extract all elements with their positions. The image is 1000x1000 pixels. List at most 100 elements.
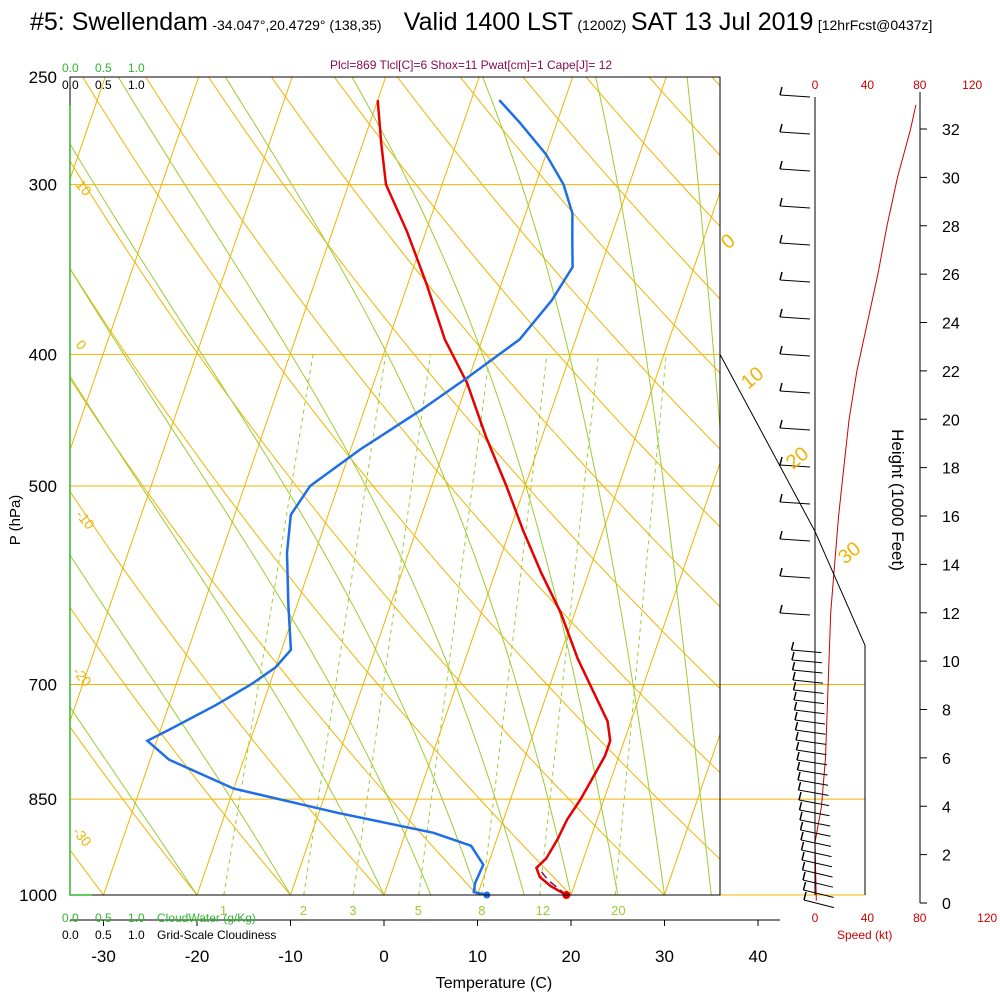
height-tick-label: 6: [942, 751, 951, 768]
wind-barb-flag: [790, 641, 795, 651]
wind-barb-flag: [779, 123, 783, 133]
wind-barb: [779, 168, 811, 172]
temp-tick-label: 10: [468, 947, 487, 966]
wind-barb: [800, 839, 832, 847]
dry-adiabat-line: [0, 77, 10, 895]
wind-barb: [792, 679, 824, 684]
mixing-ratio-line: [539, 354, 599, 895]
height-tick-label: 2: [942, 848, 951, 865]
dry-adiabat-line: [82, 77, 720, 860]
moist-adiabat-line: [595, 77, 712, 895]
moist-adiabat-line: [117, 77, 525, 895]
wind-barb: [795, 739, 827, 745]
station-title: #5: Swellendam: [30, 8, 208, 36]
speed-tick-label: 0: [812, 911, 819, 925]
height-axis-title: Height (1000 Feet): [888, 429, 907, 571]
wind-panel-boundary: [719, 354, 866, 895]
wind-barb: [802, 879, 834, 888]
mixing-ratio-label: 20: [611, 903, 625, 918]
wind-barb: [801, 859, 833, 868]
valid-date: SAT 13 Jul 2019: [630, 8, 814, 36]
pressure-tick-label: 500: [29, 477, 57, 496]
wind-barb-flag: [779, 530, 783, 540]
speed-tick-label: 120: [962, 78, 982, 92]
temp-tick-label: -30: [91, 947, 116, 966]
wind-barb-flag: [795, 741, 800, 751]
cloudiness-tick-label: 0.5: [95, 78, 112, 92]
wind-barb-flag: [800, 841, 805, 851]
wind-barb: [802, 869, 833, 878]
height-tick-label: 4: [942, 799, 951, 816]
wind-barb-flag: [779, 160, 783, 170]
cloudwater-tick-label: 0.0: [62, 61, 79, 75]
moist-adiabat-line: [686, 77, 720, 435]
wind-barb: [779, 353, 811, 357]
height-tick-label: 20: [942, 412, 960, 429]
height-tick-label: 24: [942, 316, 960, 333]
wind-barb-flag: [797, 781, 802, 791]
height-tick-label: 28: [942, 219, 960, 236]
isotherm-line: [70, 77, 200, 452]
mixing-ratio-line: [614, 354, 667, 895]
dry-adiabat-line: [70, 267, 572, 895]
temp-tick-label: 20: [562, 947, 581, 966]
speed-tick-label: 120: [977, 911, 997, 925]
moist-adiabat-line: [351, 77, 619, 895]
wind-barb-flag: [802, 881, 807, 891]
height-tick-label: 8: [942, 703, 951, 720]
temp-tick-label: 0: [379, 947, 388, 966]
wind-barb: [797, 779, 829, 786]
valid-time: Valid 1400 LST: [403, 8, 573, 36]
wind-barb: [796, 749, 827, 756]
dry-adiabat-line: [333, 77, 720, 528]
wind-barb-flag: [793, 691, 797, 701]
isotherm-line: [664, 732, 720, 895]
cloudwater-tick-label: 0.0: [62, 911, 79, 925]
height-tick-label: 0: [942, 896, 951, 913]
cloudwater-tick-label: 0.5: [95, 61, 112, 75]
theta-label: 0: [73, 337, 90, 353]
temp-tick-label: -20: [185, 947, 210, 966]
wind-barb-flag: [801, 861, 806, 871]
wind-barb: [798, 799, 830, 807]
dry-adiabat-line: [70, 606, 291, 895]
cloudiness-tick-label: 1.0: [128, 928, 145, 942]
wind-barb: [794, 709, 825, 715]
theta-label: -10: [73, 507, 98, 533]
dry-adiabat-line: [70, 490, 385, 895]
temperature-curve: [376, 99, 612, 897]
mixing-ratio-label: 5: [415, 903, 422, 918]
dry-adiabat-line: [270, 77, 720, 608]
wind-barb: [779, 390, 811, 394]
wind-barb-flag: [779, 419, 783, 429]
cloudwater-tick-label: 0.5: [95, 911, 112, 925]
pressure-tick-label: 250: [29, 68, 57, 87]
pressure-tick-label: 1000: [19, 886, 57, 905]
station-coords: -34.047°,20.4729° (138,35): [212, 17, 382, 33]
height-tick-label: 14: [942, 557, 960, 574]
wind-barb-flag: [799, 821, 804, 831]
cloudiness-tick-label: 0.0: [62, 928, 79, 942]
grid-lines: [0, 77, 720, 895]
dry-adiabat-line: [70, 726, 198, 895]
dry-adiabat-line: [145, 77, 720, 774]
mixing-ratio-line: [352, 354, 432, 895]
wind-barb: [795, 729, 826, 735]
wind-barb-flag: [779, 567, 783, 577]
mixing-ratio-line: [418, 354, 491, 895]
wind-barb-flag: [799, 811, 803, 821]
wind-barb: [779, 501, 811, 505]
theta-label: -30: [70, 824, 95, 850]
wind-barb-flag: [779, 308, 783, 318]
height-tick-label: 12: [942, 606, 960, 623]
wind-barb-flag: [779, 271, 783, 281]
wind-barb-flag: [798, 801, 803, 811]
wind-barb: [779, 464, 811, 468]
height-tick-label: 30: [942, 170, 960, 187]
wind-barb-flag: [795, 731, 799, 741]
wind-barb-flag: [791, 661, 796, 671]
mixing-ratio-label: 1: [220, 903, 227, 918]
wind-barb-flag: [792, 671, 796, 681]
wind-barb: [779, 538, 811, 542]
